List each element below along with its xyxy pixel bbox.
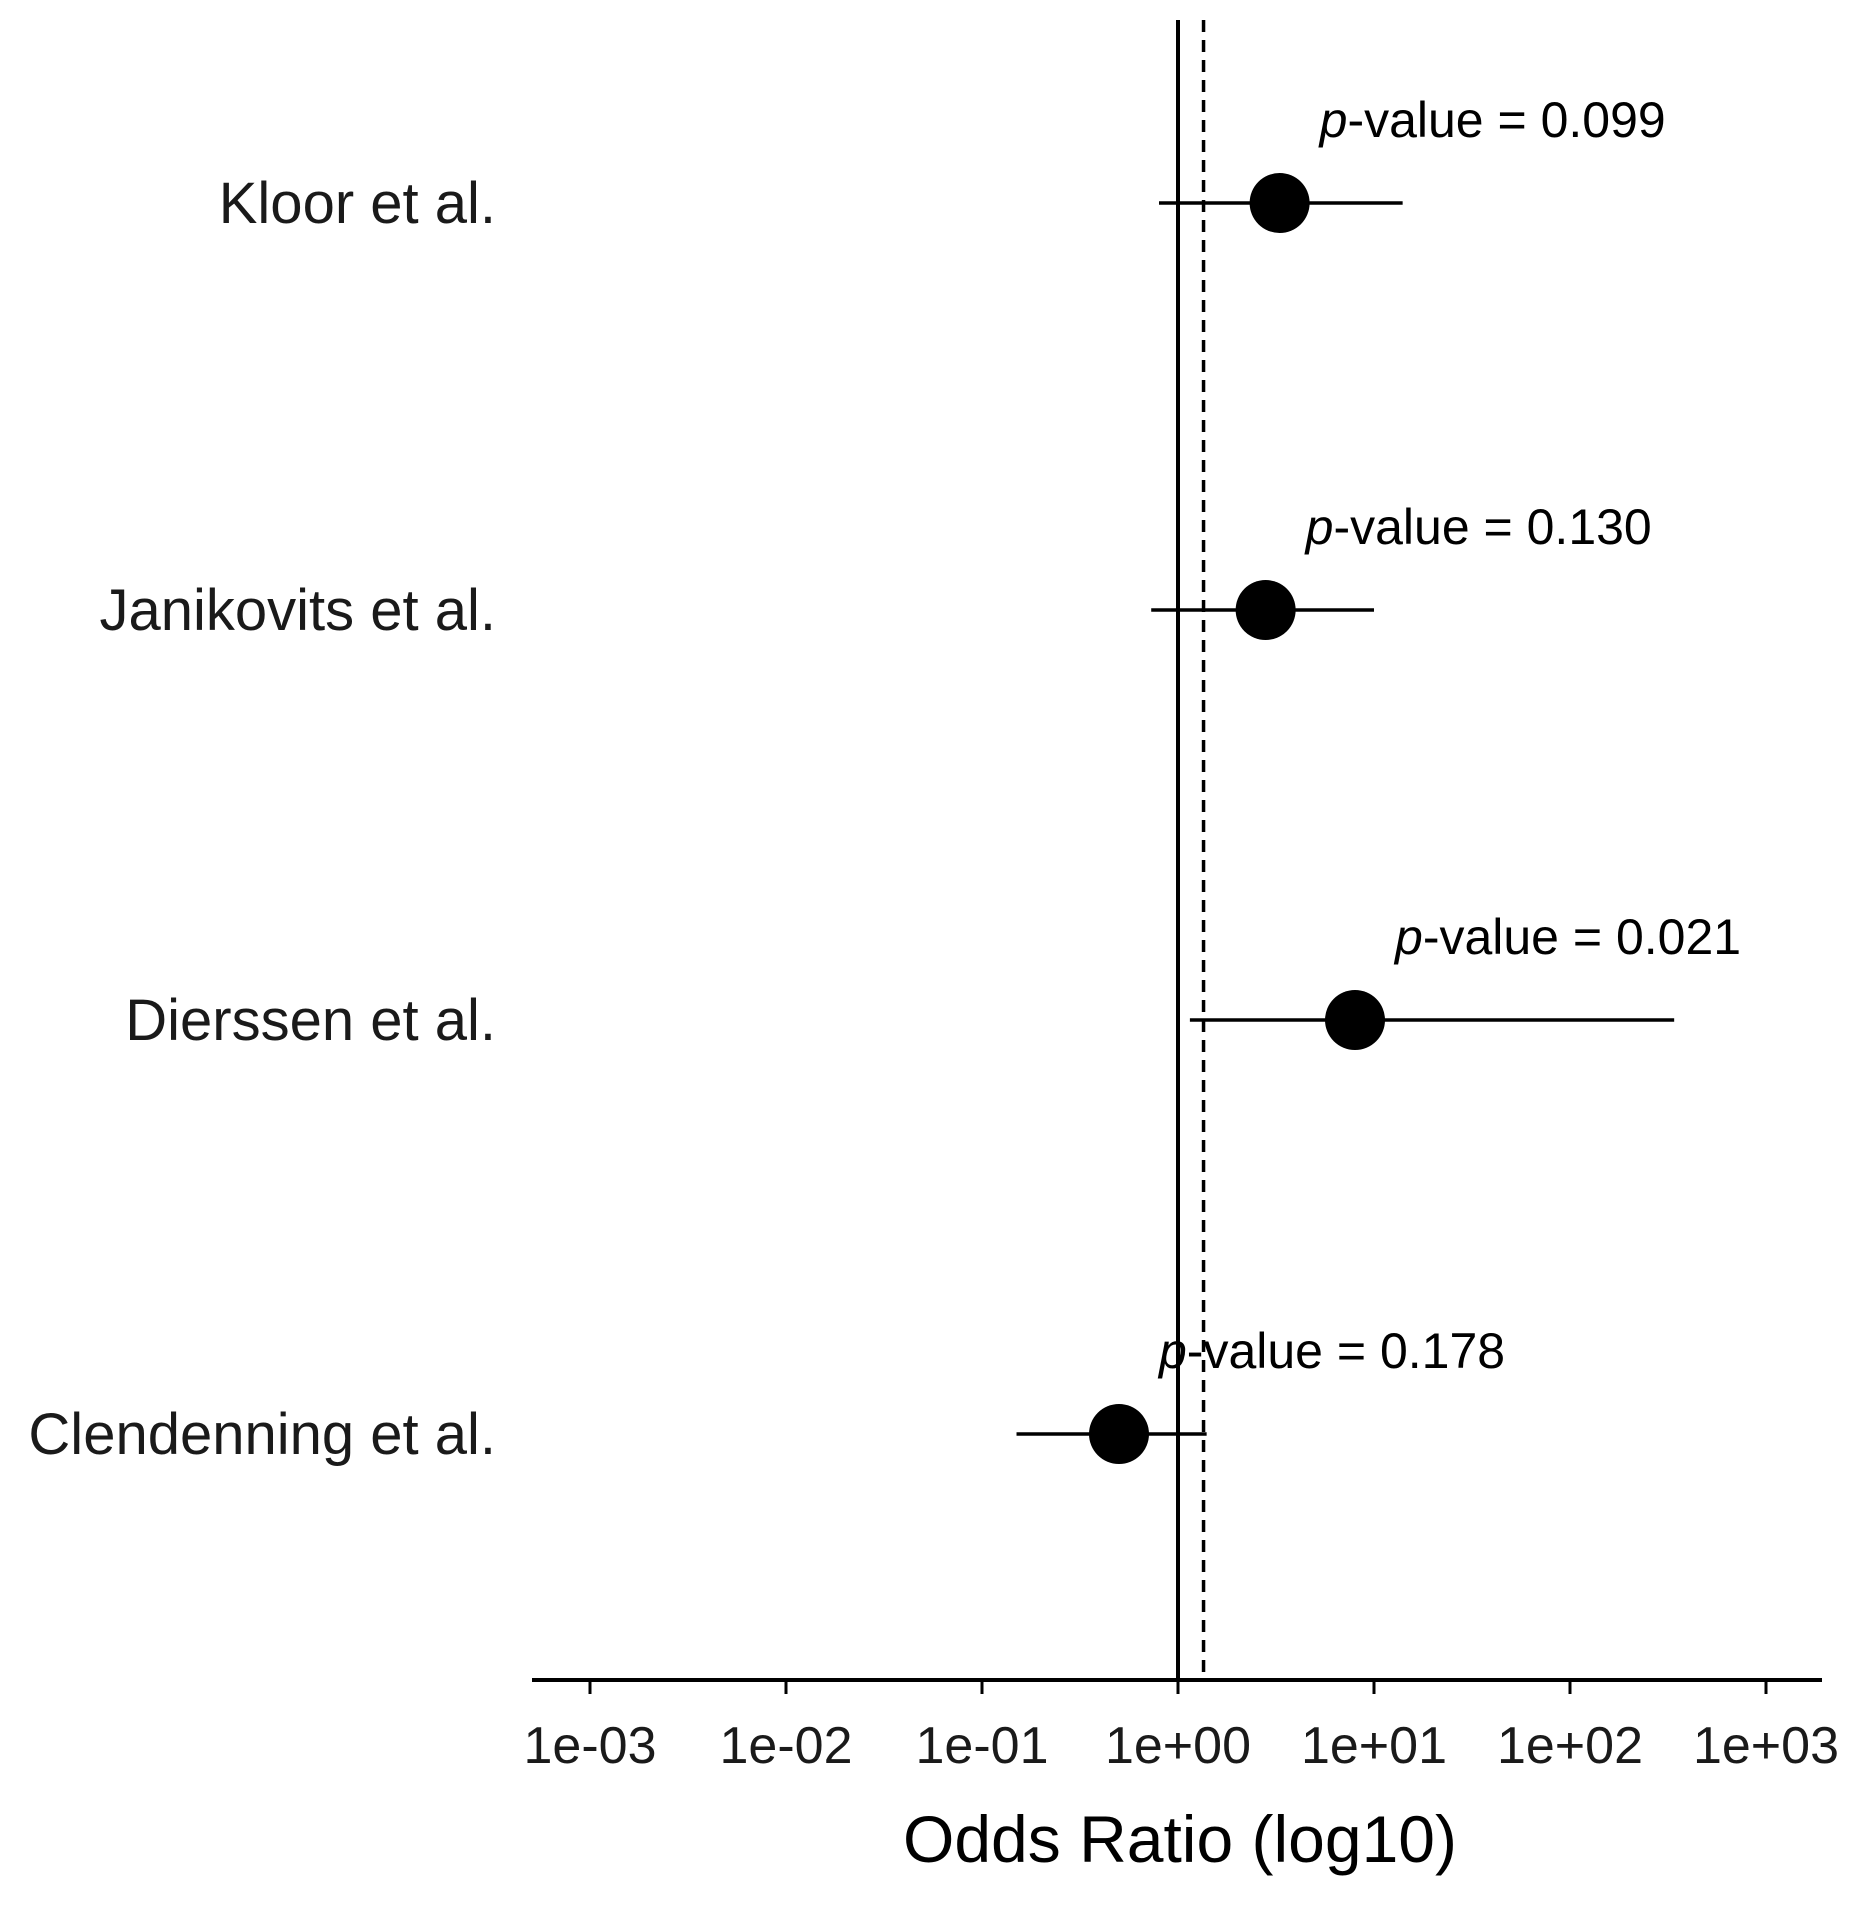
x-tick-label: 1e-03: [524, 1717, 657, 1775]
study-row: Kloor et al. p-value = 0.099: [219, 92, 1666, 236]
p-letter: p: [1393, 909, 1423, 965]
x-tick-label: 1e+01: [1301, 1717, 1447, 1775]
odds-ratio-point: [1235, 580, 1296, 640]
p-value-text: -value = 0.130: [1333, 499, 1651, 555]
x-tick-label: 1e+03: [1693, 1717, 1839, 1775]
study-label: Dierssen et al.: [125, 988, 496, 1053]
p-value-label: p-value = 0.099: [1318, 92, 1666, 148]
study-row: Dierssen et al. p-value = 0.021: [125, 909, 1741, 1053]
x-tick-label: 1e+00: [1105, 1717, 1251, 1775]
odds-ratio-point: [1088, 1404, 1149, 1464]
odds-ratio-point: [1325, 990, 1386, 1050]
p-letter: p: [1157, 1323, 1187, 1379]
p-value-text: -value = 0.099: [1347, 92, 1665, 148]
p-letter: p: [1318, 92, 1348, 148]
study-row: Clendenning et al. p-value = 0.178: [28, 1323, 1505, 1467]
x-tick-label: 1e+02: [1497, 1717, 1643, 1775]
p-value-text: -value = 0.021: [1423, 909, 1741, 965]
p-value-label: p-value = 0.130: [1304, 499, 1652, 555]
reference-lines: [1176, 20, 1206, 1680]
study-label: Clendenning et al.: [28, 1402, 496, 1467]
odds-ratio-point: [1249, 173, 1310, 233]
study-label: Kloor et al.: [219, 171, 496, 236]
x-axis: 1e-03 1e-02 1e-01 1e+00 1e+01 1e+02 1e+03: [524, 1678, 1839, 1775]
p-value-label: p-value = 0.178: [1157, 1323, 1505, 1379]
p-value-text: -value = 0.178: [1187, 1323, 1505, 1379]
p-value-label: p-value = 0.021: [1393, 909, 1741, 965]
x-tick-label: 1e-02: [720, 1717, 853, 1775]
study-row: Janikovits et al. p-value = 0.130: [99, 499, 1651, 643]
x-tick-label: 1e-01: [916, 1717, 1049, 1775]
study-label: Janikovits et al.: [99, 578, 496, 643]
x-axis-title: Odds Ratio (log10): [903, 1802, 1457, 1876]
p-letter: p: [1304, 499, 1334, 555]
